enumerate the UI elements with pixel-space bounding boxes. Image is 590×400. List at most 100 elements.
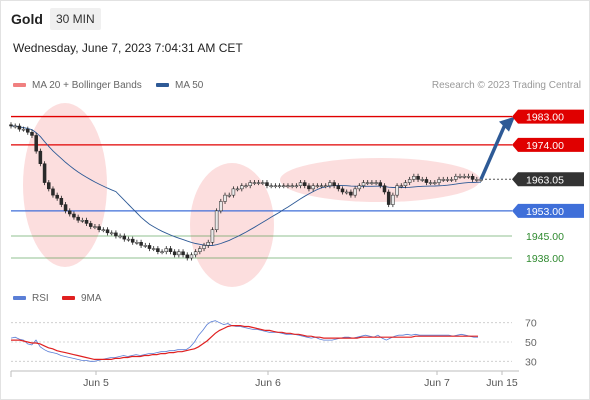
candle [424,179,429,183]
candle [76,216,80,221]
level-label-tag [512,137,584,152]
candles [9,122,483,261]
candle [252,182,257,184]
candle [261,182,265,184]
candle [441,179,445,181]
candle [433,182,437,184]
candle [34,135,38,152]
candle [130,238,135,243]
candle [126,238,131,241]
candle [109,232,114,235]
candle [151,248,156,250]
candle [189,254,194,259]
candle [84,220,89,224]
candle [290,185,294,187]
candle [328,182,332,186]
candle [122,235,127,240]
forecast-arrow-shaft [479,123,507,180]
ma50-swatch [156,83,169,88]
candle [365,182,370,184]
candle [105,229,110,234]
candle [240,185,244,190]
candle [449,179,454,181]
candle [412,176,416,180]
candle [235,188,240,191]
candle [47,182,51,190]
candle [172,251,177,256]
legend-item-ma50: MA 50 [156,80,203,91]
candle [416,176,420,180]
candle [445,179,450,181]
candle [273,185,278,187]
candle [13,125,17,128]
candle [332,182,336,186]
rsi-tick-label-50: 50 [525,337,537,349]
level-label-tag [512,172,584,187]
candle [470,176,475,180]
candle [202,245,206,249]
candle [93,226,97,228]
candle [407,179,412,183]
candle [265,182,269,186]
candle [72,213,76,218]
level-label-target-5: 1938.00 [526,253,564,265]
candle [340,188,345,193]
level-label-target-4: 1945.00 [526,231,564,243]
candle [353,188,357,196]
candle [135,242,139,244]
candle [181,251,185,256]
candle [437,179,441,183]
candle [382,185,387,193]
candle [143,245,148,247]
candle [370,182,374,184]
candle [21,128,26,131]
candle [466,176,471,178]
candle [55,194,59,199]
candle [88,223,93,227]
candle [256,182,261,184]
candle [227,194,231,197]
candle [307,185,311,190]
candle [168,248,173,252]
candle [210,229,215,243]
candle [156,248,160,252]
candle [231,188,236,196]
candle [63,204,68,212]
level-label-text: 1938.00 [526,253,564,265]
candle [26,128,30,133]
candle [357,185,362,190]
x-tick-label: Jun 5 [83,377,109,389]
x-tick-label: Jun 7 [424,377,450,389]
candle [269,185,273,187]
rsi-line [10,320,478,362]
candle [403,182,408,186]
symbol-title: Gold [11,11,43,27]
legend-label-rsi: RSI [32,293,49,304]
candle [139,242,143,246]
candle [349,191,353,196]
interval-badge[interactable]: 30 MIN [50,8,101,30]
candle [374,182,378,184]
candle [80,220,85,222]
candle [177,251,181,256]
candle [282,185,286,187]
candle [475,179,479,181]
candle [9,124,13,127]
candle [164,248,169,252]
candle [336,185,341,190]
candle [395,185,399,196]
level-label-current-2: 1963.05 [512,172,584,187]
candle [51,188,55,196]
candle [319,185,324,187]
candle [277,185,282,187]
rsi-tick-label-70: 70 [525,318,537,330]
level-label-text: 1983.00 [526,112,564,124]
candle [420,179,424,181]
bollinger-band-2 [280,158,480,202]
candle [391,194,395,205]
candle [248,182,252,186]
candle [286,185,290,187]
candle [462,176,466,178]
level-label-resistance-1: 1974.00 [512,137,584,152]
